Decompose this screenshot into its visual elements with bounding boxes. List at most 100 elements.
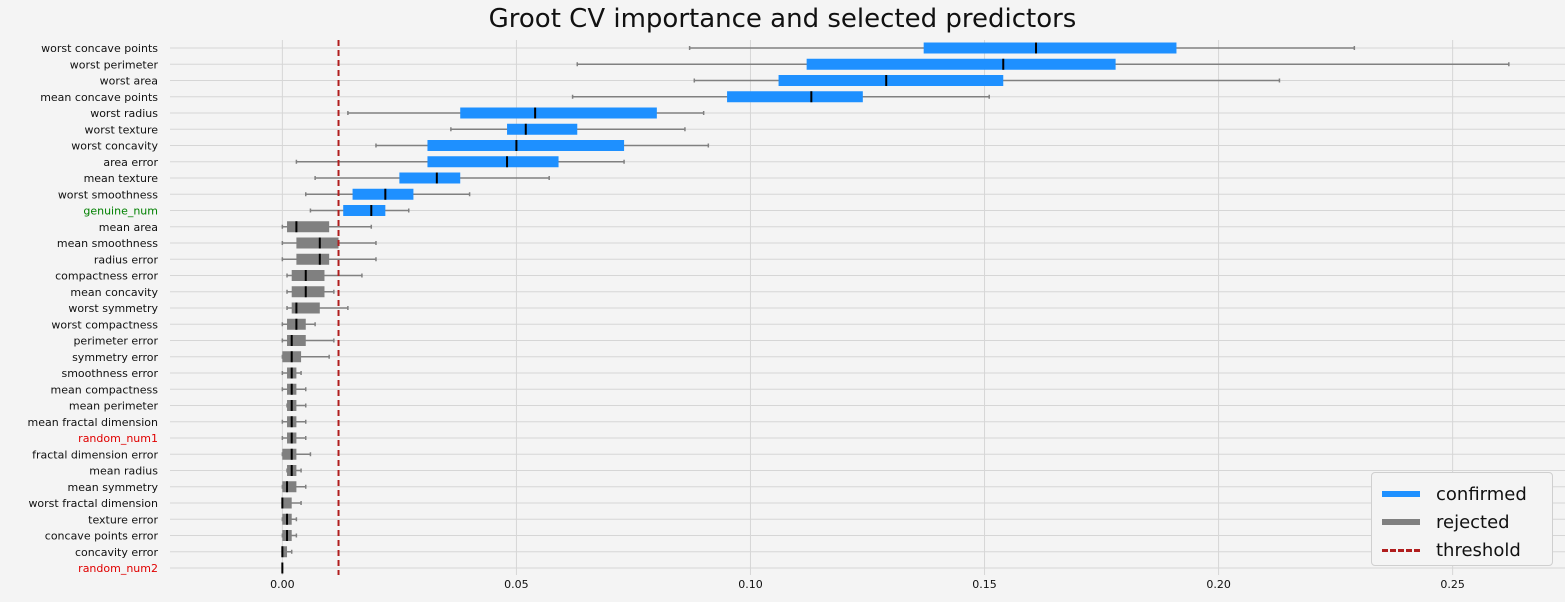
box-mean-radius — [286, 465, 302, 476]
box-worst-smoothness — [305, 188, 471, 200]
box-iqr — [296, 253, 330, 265]
box-iqr — [806, 58, 1116, 70]
box-series — [281, 42, 1510, 574]
y-tick-label: symmetry error — [72, 351, 158, 364]
box-worst-perimeter — [576, 58, 1510, 70]
legend-item-confirmed: confirmed — [1382, 481, 1527, 507]
box-worst-radius — [347, 107, 705, 119]
y-tick-label: mean symmetry — [68, 481, 159, 494]
box-mean-symmetry — [281, 481, 307, 493]
y-tick-label: genuine_num — [83, 205, 158, 218]
y-tick-label: fractal dimension error — [32, 448, 158, 461]
box-perimeter-error — [281, 335, 335, 346]
y-tick-label: mean texture — [84, 172, 159, 185]
y-tick-label: mean fractal dimension — [28, 416, 158, 429]
x-tick-label: 0.00 — [270, 578, 295, 591]
box-worst-compactness — [281, 318, 316, 330]
y-tick-label: mean concave points — [40, 91, 158, 104]
box-compactness-error — [286, 270, 363, 281]
y-tick-label: mean concavity — [70, 286, 158, 299]
y-tick-label: worst compactness — [51, 318, 158, 331]
box-symmetry-error — [281, 351, 330, 363]
box-mean-texture — [314, 172, 550, 184]
box-worst-fractal-dimension — [281, 497, 302, 509]
grid-lines — [170, 40, 1565, 575]
x-axis-tick-labels: 0.00 0.05 0.10 0.15 0.20 0.25 — [270, 578, 1465, 591]
box-iqr — [287, 221, 330, 233]
y-tick-label: worst radius — [90, 107, 158, 120]
y-tick-label: worst fractal dimension — [28, 497, 158, 510]
box-iqr — [287, 335, 306, 346]
legend-swatch-threshold — [1382, 548, 1420, 552]
legend-label-rejected: rejected — [1436, 511, 1510, 533]
x-tick-label: 0.05 — [504, 578, 529, 591]
box-radius-error — [281, 253, 377, 265]
box-iqr — [427, 140, 625, 151]
y-tick-label: mean area — [99, 221, 158, 234]
box-iqr — [352, 188, 414, 200]
chart-title: Groot CV importance and selected predict… — [488, 4, 1077, 34]
y-tick-label: worst texture — [84, 123, 158, 136]
legend-swatch-rejected — [1382, 519, 1420, 525]
box-concavity-error — [281, 546, 293, 558]
box-iqr — [291, 302, 320, 314]
y-tick-label: texture error — [88, 513, 158, 526]
y-tick-label: mean compactness — [51, 383, 159, 396]
box-iqr — [727, 91, 863, 103]
y-tick-label: worst concavity — [71, 140, 158, 153]
y-tick-label: worst perimeter — [70, 58, 159, 71]
box-iqr — [427, 156, 559, 168]
y-tick-label: mean radius — [89, 465, 158, 478]
box-fractal-dimension-error — [281, 448, 312, 460]
legend-label-confirmed: confirmed — [1436, 483, 1527, 505]
box-iqr — [923, 42, 1177, 54]
box-mean-perimeter — [286, 400, 307, 411]
box-mean-smoothness — [281, 237, 377, 249]
legend-swatch-confirmed — [1382, 491, 1420, 497]
y-tick-label: smoothness error — [61, 367, 158, 380]
box-genuine-num — [309, 205, 410, 216]
box-iqr — [778, 75, 1004, 86]
box-iqr — [282, 546, 288, 558]
box-mean-concave-points — [571, 91, 990, 103]
y-tick-label: worst smoothness — [58, 188, 158, 201]
box-mean-area — [281, 221, 373, 233]
y-tick-label: radius error — [94, 253, 159, 266]
x-tick-label: 0.10 — [738, 578, 763, 591]
y-tick-label: random_num2 — [78, 562, 158, 575]
box-iqr — [291, 286, 325, 298]
y-tick-label: worst concave points — [41, 42, 158, 55]
box-smoothness-error — [281, 367, 302, 379]
box-texture-error — [281, 513, 298, 525]
y-tick-label: area error — [103, 156, 158, 169]
y-tick-label: mean smoothness — [57, 237, 158, 250]
box-iqr — [291, 270, 325, 281]
box-iqr — [282, 481, 297, 493]
y-tick-label: compactness error — [55, 270, 158, 283]
x-tick-label: 0.25 — [1440, 578, 1465, 591]
legend: confirmed rejected threshold — [1371, 472, 1553, 566]
legend-item-rejected: rejected — [1382, 509, 1510, 535]
box-iqr — [296, 237, 339, 249]
box-iqr — [282, 448, 297, 460]
y-tick-label: concave points error — [45, 530, 159, 543]
box-mean-concavity — [286, 286, 335, 298]
y-tick-label: worst symmetry — [68, 302, 158, 315]
box-worst-texture — [450, 123, 686, 135]
box-concave-points-error — [281, 530, 298, 541]
y-axis-feature-labels: worst concave points worst perimeter worst… — [28, 42, 159, 575]
box-iqr — [460, 107, 657, 119]
legend-label-threshold: threshold — [1436, 539, 1521, 561]
legend-item-threshold: threshold — [1382, 537, 1521, 563]
box-mean-compactness — [281, 383, 307, 395]
y-tick-label: random_num1 — [78, 432, 158, 445]
box-worst-area — [693, 75, 1281, 86]
box-worst-symmetry — [286, 302, 349, 314]
x-tick-label: 0.15 — [972, 578, 997, 591]
box-mean-fractal-dimension — [281, 416, 307, 428]
y-tick-label: perimeter error — [73, 335, 158, 348]
x-tick-label: 0.20 — [1206, 578, 1231, 591]
box-iqr — [507, 123, 578, 135]
box-iqr — [343, 205, 386, 216]
